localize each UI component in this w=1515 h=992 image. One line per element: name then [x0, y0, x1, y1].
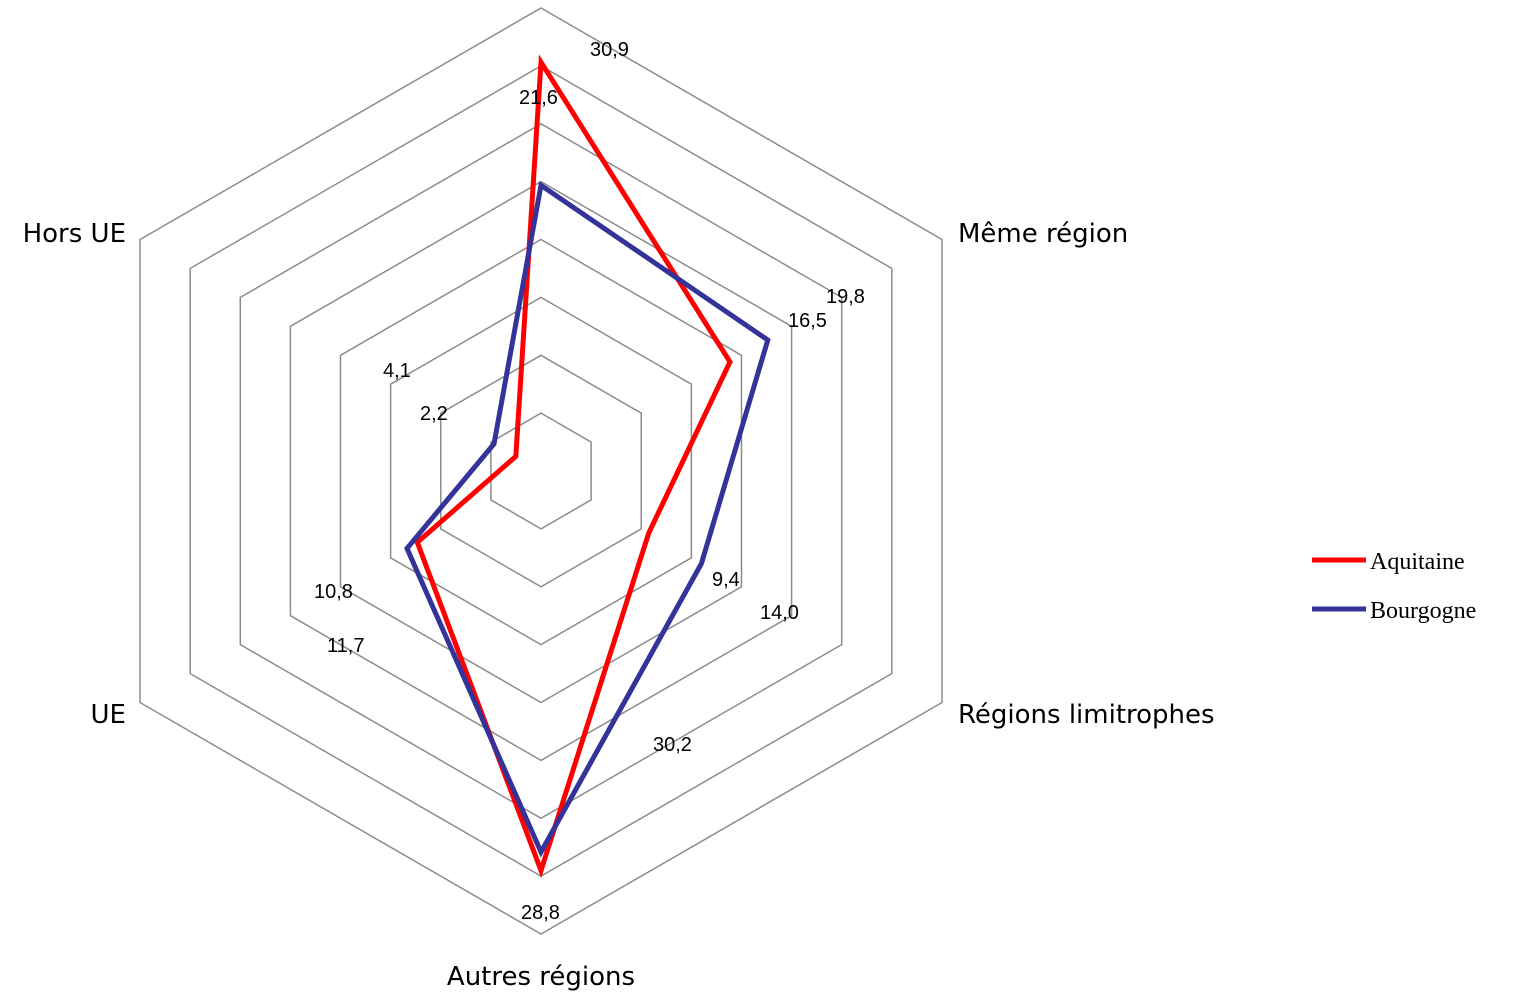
data-label: 4,1: [383, 360, 411, 382]
legend: Aquitaine Bourgogne: [1312, 549, 1476, 624]
grid-ring: [239, 122, 843, 820]
series-line-aquitaine: [414, 54, 733, 879]
data-label: 28,8: [521, 902, 560, 924]
data-label: 11,7: [327, 635, 364, 657]
series-line-bourgogne: [404, 181, 771, 858]
data-label: 21,6: [519, 87, 558, 109]
data-label: 10,8: [314, 581, 353, 603]
grid-ring: [389, 296, 693, 646]
data-label: 14,0: [760, 602, 799, 624]
data-label: 16,5: [788, 310, 827, 332]
data-label: 30,2: [653, 734, 692, 756]
data-label: 30,9: [590, 39, 629, 61]
radar-grid: [139, 7, 943, 935]
grid-ring: [339, 238, 743, 704]
data-label: 9,4: [712, 569, 740, 591]
grid-ring: [289, 180, 793, 762]
axis-label-regions-limitrophes: Régions limitrophes: [958, 700, 1215, 730]
grid-ring: [490, 412, 592, 530]
axis-label-meme-region: Même région: [958, 219, 1128, 249]
grid-ring: [139, 7, 943, 935]
axis-label-ue: UE: [91, 700, 126, 730]
axis-label-autres-regions: Autres régions: [447, 962, 635, 992]
axis-label-hors-ue: Hors UE: [23, 219, 126, 249]
radar-series: [404, 54, 771, 879]
data-label: 19,8: [826, 286, 865, 308]
data-label: 2,2: [420, 403, 448, 425]
legend-label-bourgogne: Bourgogne: [1370, 598, 1476, 624]
grid-ring: [440, 354, 642, 588]
legend-label-aquitaine: Aquitaine: [1370, 549, 1465, 575]
